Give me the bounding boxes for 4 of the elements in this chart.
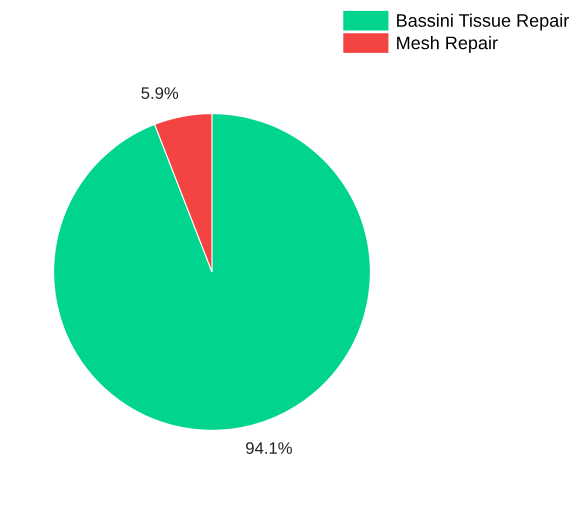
data-label: 5.9%: [141, 87, 178, 99]
legend-label: Bassini Tissue Repair: [397, 14, 569, 30]
data-label: 94.1%: [246, 442, 292, 454]
legend-label: Mesh Repair: [397, 36, 498, 53]
